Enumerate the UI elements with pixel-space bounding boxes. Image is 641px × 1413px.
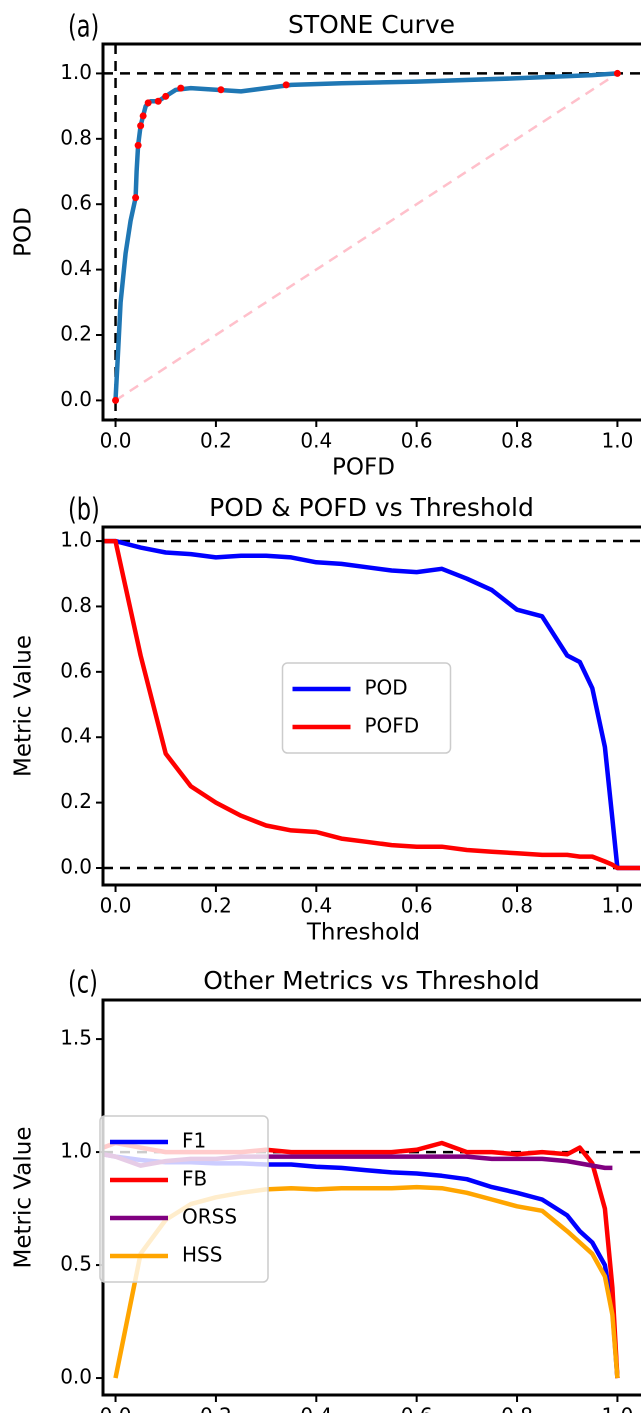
series-line [103,538,640,871]
panel-label: (c) [68,965,98,1000]
y-tick-label: 0.0 [60,854,92,878]
plot-area [103,538,640,871]
y-tick-label: 0.8 [60,125,92,149]
data-point [134,141,142,149]
legend-label: POFD [365,714,420,738]
data-point [282,81,290,89]
legend-label: FB [182,1167,207,1191]
x-tick-label: 0.4 [300,1404,332,1413]
data-point [613,69,621,77]
data-point [139,112,147,120]
legend-box [99,1115,269,1283]
data-point [137,122,145,130]
legend-label: ORSS [182,1205,237,1229]
x-tick-label: 0.8 [501,429,533,453]
x-tick-label: 0.6 [401,429,433,453]
y-tick-label: 1.5 [60,1026,92,1050]
y-tick-label: 0.4 [60,256,92,280]
x-tick-label: 0.2 [200,894,232,918]
legend-label: F1 [182,1129,206,1153]
x-tick-label: 0.2 [200,429,232,453]
legend-box [281,662,452,754]
x-tick-label: 0.0 [100,894,132,918]
x-tick-label: 1.0 [602,1404,634,1413]
x-tick-label: 0.6 [401,894,433,918]
data-point [177,84,185,92]
chart-title: Other Metrics vs Threshold [203,966,540,995]
data-point [154,97,162,105]
y-tick-label: 0.6 [60,658,92,682]
x-axis-label: Threshold [306,920,420,946]
x-tick-label: 0.6 [401,1404,433,1413]
y-tick-label: 0.0 [60,387,92,411]
x-tick-label: 0.4 [300,429,332,453]
panel-label: (a) [68,9,99,44]
legend-label: HSS [182,1243,222,1267]
series-line [114,72,619,402]
y-axis-label: Metric Value [11,635,37,777]
data-point [217,86,225,94]
y-tick-label: 0.6 [60,191,92,215]
y-tick-label: 0.0 [60,1365,92,1389]
legend-label: POD [365,676,408,700]
chart-title: STONE Curve [288,10,455,39]
x-tick-label: 1.0 [602,429,634,453]
y-tick-label: 1.0 [60,60,92,84]
y-tick-label: 0.5 [60,1252,92,1276]
x-tick-label: 1.0 [602,894,634,918]
y-axis-label: Metric Value [11,1127,37,1269]
y-tick-label: 1.0 [60,1139,92,1163]
y-axis-label: POD [11,207,37,257]
x-tick-label: 0.0 [100,1404,132,1413]
axes-frame [101,525,641,887]
chart-title: POD & POFD vs Threshold [209,493,534,522]
data-point [132,194,140,202]
plot-area [103,44,640,420]
x-tick-label: 0.4 [300,894,332,918]
data-point [162,92,170,100]
x-tick-label: 0.0 [100,429,132,453]
axes-frame [101,42,641,422]
y-tick-label: 0.2 [60,789,92,813]
data-point [144,99,152,107]
x-tick-label: 0.2 [200,1404,232,1413]
y-tick-label: 1.0 [60,528,92,552]
y-tick-label: 0.4 [60,724,92,748]
panel-label: (b) [68,492,100,527]
series-line [103,538,640,871]
x-tick-label: 0.8 [501,1404,533,1413]
y-tick-label: 0.8 [60,593,92,617]
y-tick-label: 0.2 [60,321,92,345]
x-tick-label: 0.8 [501,894,533,918]
x-axis-label: POFD [332,455,395,481]
data-point [112,396,120,404]
